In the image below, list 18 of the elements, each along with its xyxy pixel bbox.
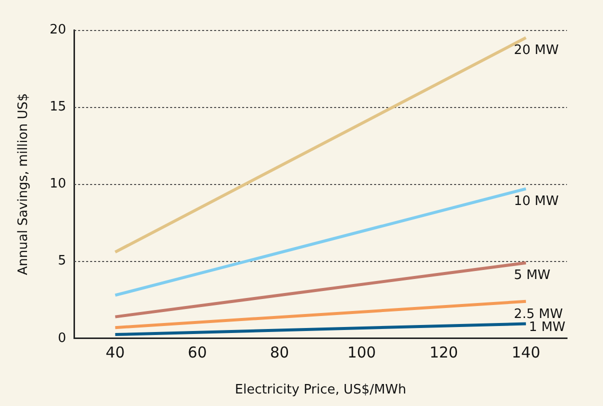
series-label: 1 MW: [528, 320, 566, 336]
y-tick-label: 5: [58, 254, 66, 269]
x-tick-label: 140: [512, 343, 540, 362]
y-tick-label: 20: [50, 22, 66, 38]
series-label: 20 MW: [514, 43, 559, 58]
x-tick-label: 120: [429, 343, 458, 362]
x-tick-label: 80: [270, 343, 290, 362]
series-label: 10 MW: [514, 194, 559, 210]
x-tick-label: 100: [347, 343, 376, 362]
x-tick-label: 60: [188, 343, 207, 362]
y-axis-title: Annual Savings, million US$: [16, 93, 32, 276]
y-tick-label: 15: [50, 99, 66, 114]
series-label: 2.5 MW: [514, 306, 563, 322]
x-tick-label: 40: [106, 343, 125, 362]
x-axis-title: Electricity Price, US$/MWh: [234, 382, 406, 398]
y-tick-label: 0: [58, 330, 66, 346]
y-tick-label: 10: [50, 176, 66, 192]
series-label: 5 MW: [514, 268, 551, 284]
